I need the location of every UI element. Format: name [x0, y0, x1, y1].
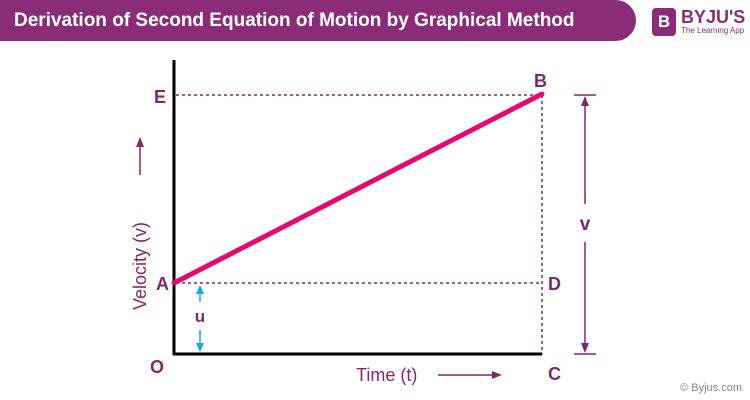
label-point-c: C [548, 364, 561, 384]
copyright-notice: © Byjus.com [680, 382, 742, 394]
y-axis-label-arrow-icon [136, 137, 144, 147]
label-v: v [580, 214, 591, 235]
label-u: u [195, 307, 205, 326]
u-arrow-down-icon [196, 343, 204, 352]
u-arrow-up-icon [196, 285, 204, 294]
label-point-e: E [154, 87, 166, 107]
title-banner: Derivation of Second Equation of Motion … [0, 0, 636, 41]
label-point-d: D [548, 274, 561, 294]
brand-logo-icon: B [652, 8, 676, 36]
brand-name: BYJU'S [681, 7, 746, 27]
page-title: Derivation of Second Equation of Motion … [14, 10, 575, 31]
velocity-line-a-b [171, 91, 545, 286]
label-point-o: O [150, 357, 164, 377]
x-axis-label: Time (t) [356, 365, 417, 385]
v-arrow-up-icon [581, 96, 589, 106]
x-axis-label-arrow-icon [492, 371, 502, 379]
label-point-b: B [534, 71, 547, 91]
brand-tagline: The Learning App [681, 26, 745, 35]
y-axis-label: Velocity (v) [130, 222, 150, 310]
label-point-a: A [156, 274, 169, 294]
brand-logo: B BYJU'S The Learning App [652, 6, 748, 40]
v-arrow-down-icon [581, 343, 589, 353]
